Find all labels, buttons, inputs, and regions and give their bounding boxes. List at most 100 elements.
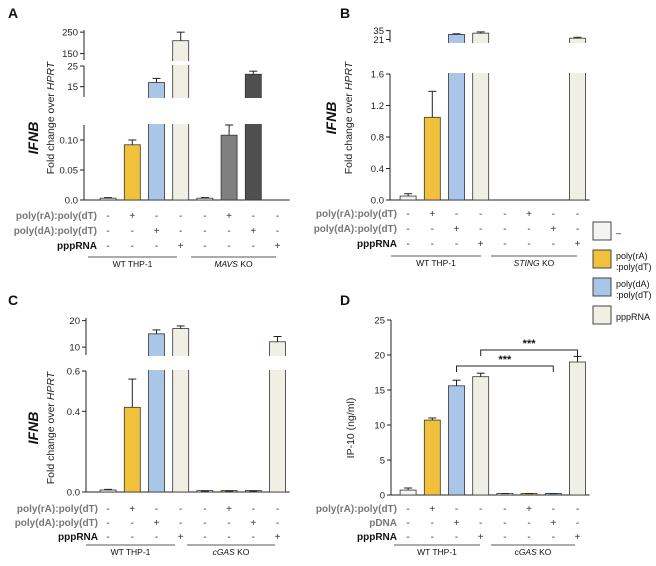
group-label: WT THP-1 bbox=[113, 259, 153, 269]
legend-label: – bbox=[616, 228, 621, 238]
y-tick-label: 0 bbox=[380, 491, 385, 502]
panel-letter: A bbox=[8, 5, 18, 21]
treatment-cell: + bbox=[275, 241, 281, 252]
treatment-cell: - bbox=[179, 211, 182, 222]
treatment-cell: - bbox=[131, 226, 134, 237]
y-tick-label: 10 bbox=[69, 343, 80, 354]
treatment-row-label: pppRNA bbox=[58, 532, 98, 543]
treatment-cell: - bbox=[527, 239, 530, 250]
treatment-cell: - bbox=[406, 504, 409, 515]
y-axis-label: Fold change over HPRT bbox=[343, 60, 355, 174]
panel-c: C IFNB Fold change over HPRT 0.0 0.4 0.6 10 20 p… bbox=[8, 292, 290, 557]
treatment-cell: + bbox=[550, 224, 556, 235]
treatment-row-label: poly(dA):poly(dT) bbox=[15, 518, 98, 529]
y-tick-label: 15 bbox=[67, 82, 78, 93]
treatment-cell: - bbox=[431, 532, 434, 543]
legend-label: poly(rA) bbox=[616, 251, 648, 261]
treatment-cell: + bbox=[454, 224, 460, 235]
axis-break-gap bbox=[171, 61, 190, 65]
group-label: STING KO bbox=[514, 258, 555, 268]
legend-label: poly(dA) bbox=[616, 279, 650, 289]
treatment-cell: - bbox=[406, 518, 409, 529]
panel-b: B IFNB Fold change over HPRT 0.0 0.4 0.8 1.2 1.… bbox=[314, 5, 590, 268]
treatment-cell: - bbox=[276, 504, 279, 515]
treatment-cell: - bbox=[203, 518, 206, 529]
treatment-cell: - bbox=[106, 518, 109, 529]
treatment-cell: + bbox=[478, 532, 484, 543]
y-tick-label: 0.8 bbox=[371, 133, 384, 144]
treatment-cell: - bbox=[155, 211, 158, 222]
treatment-cell: - bbox=[479, 504, 482, 515]
treatment-cell: - bbox=[131, 241, 134, 252]
y-tick-label: 0.4 bbox=[371, 164, 384, 175]
panel-letter: D bbox=[340, 292, 350, 308]
treatment-cell: - bbox=[131, 518, 134, 529]
treatment-cell: + bbox=[154, 226, 160, 237]
treatment-cell: - bbox=[503, 224, 506, 235]
treatment-cell: + bbox=[250, 226, 256, 237]
bar bbox=[123, 406, 141, 493]
treatment-cell: - bbox=[503, 518, 506, 529]
treatment-cell: - bbox=[276, 211, 279, 222]
bar bbox=[196, 197, 214, 201]
group-label: WT THP-1 bbox=[416, 258, 456, 268]
treatment-cell: - bbox=[503, 504, 506, 515]
bar bbox=[423, 116, 441, 201]
treatment-cell: + bbox=[154, 518, 160, 529]
y-axis-label: Fold change over HPRT bbox=[45, 60, 57, 174]
treatment-row-label: poly(rA):poly(dT) bbox=[16, 211, 97, 222]
treatment-cell: - bbox=[106, 241, 109, 252]
treatment-cell: + bbox=[129, 211, 135, 222]
treatment-cell: - bbox=[227, 241, 230, 252]
treatment-cell: - bbox=[179, 518, 182, 529]
panel-letter: C bbox=[8, 292, 18, 308]
treatment-cell: - bbox=[252, 504, 255, 515]
treatment-cell: - bbox=[106, 211, 109, 222]
treatment-cell: - bbox=[276, 518, 279, 529]
treatment-cell: - bbox=[576, 209, 579, 220]
treatment-row-label: pppRNA bbox=[357, 239, 397, 250]
treatment-cell: - bbox=[455, 532, 458, 543]
treatment-cell: - bbox=[106, 504, 109, 515]
treatment-cell: - bbox=[406, 224, 409, 235]
y-tick-label: 1.6 bbox=[371, 70, 384, 81]
y-tick-label: 0.0 bbox=[371, 196, 384, 207]
treatment-cell: - bbox=[527, 224, 530, 235]
axis-break-gap bbox=[471, 43, 490, 73]
treatment-cell: - bbox=[552, 504, 555, 515]
legend-label: :poly(dT) bbox=[616, 290, 652, 300]
axis-break-gap bbox=[568, 43, 587, 73]
treatment-cell: - bbox=[455, 504, 458, 515]
axis-break-gap bbox=[268, 356, 287, 370]
y-tick-label: 20 bbox=[69, 316, 80, 327]
y-tick-label: 150 bbox=[62, 49, 78, 60]
bar bbox=[423, 419, 441, 496]
legend-label: :poly(dT) bbox=[616, 262, 652, 272]
treatment-row-label: poly(dA):poly(dT) bbox=[14, 226, 97, 237]
significance-label: *** bbox=[523, 338, 537, 350]
treatment-cell: - bbox=[131, 532, 134, 543]
treatment-cell: - bbox=[406, 239, 409, 250]
treatment-cell: - bbox=[106, 226, 109, 237]
bar bbox=[569, 361, 586, 496]
significance-label: *** bbox=[498, 354, 512, 366]
treatment-row-label: poly(dA):poly(dT) bbox=[314, 224, 397, 235]
treatment-cell: + bbox=[526, 209, 532, 220]
treatment-cell: - bbox=[527, 532, 530, 543]
treatment-cell: - bbox=[406, 209, 409, 220]
bar bbox=[399, 489, 417, 496]
legend-swatch bbox=[592, 277, 612, 297]
treatment-cell: - bbox=[203, 532, 206, 543]
treatment-cell: - bbox=[155, 532, 158, 543]
bar bbox=[99, 489, 117, 493]
treatment-cell: - bbox=[431, 239, 434, 250]
significance-bracket bbox=[480, 349, 578, 356]
treatment-cell: - bbox=[503, 239, 506, 250]
y-tick-label: 0.6 bbox=[67, 367, 80, 378]
treatment-cell: + bbox=[429, 504, 435, 515]
axis-break-gap bbox=[147, 98, 166, 124]
panel-d: D IP-10 (ng/ml) 0 5 10 15 20 25 *** *** poly(rA):p… bbox=[316, 292, 590, 557]
treatment-cell: - bbox=[227, 532, 230, 543]
treatment-cell: + bbox=[429, 209, 435, 220]
treatment-cell: - bbox=[552, 239, 555, 250]
